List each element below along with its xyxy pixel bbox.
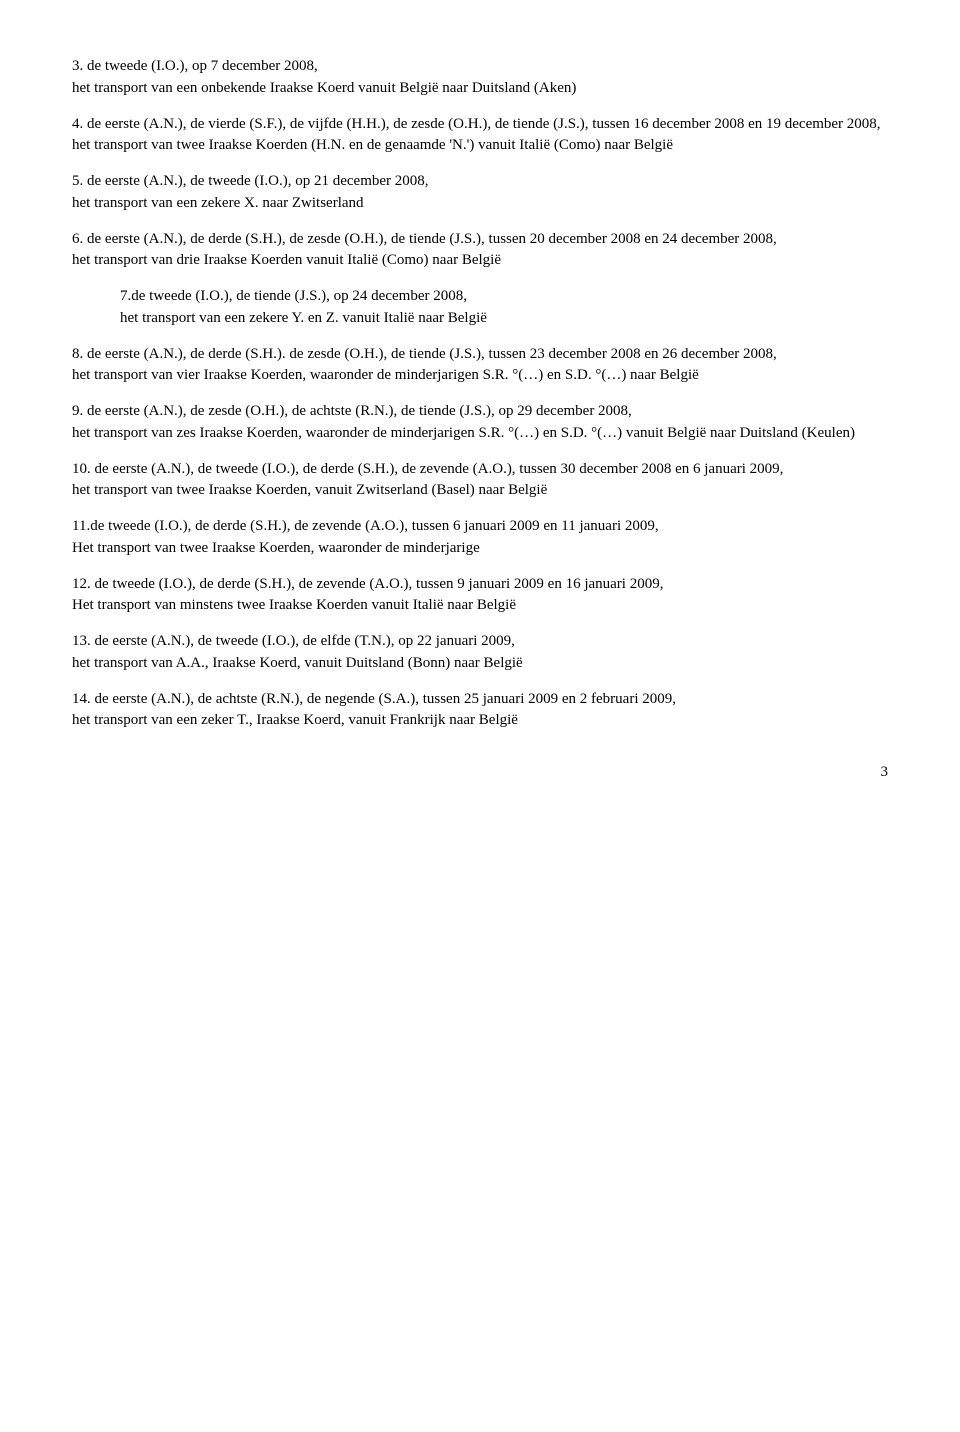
paragraph: 9. de eerste (A.N.), de zesde (O.H.), de… [72, 401, 888, 445]
paragraph: 12. de tweede (I.O.), de derde (S.H.), d… [72, 574, 888, 618]
paragraph: 10. de eerste (A.N.), de tweede (I.O.), … [72, 459, 888, 503]
page-number: 3 [72, 762, 888, 784]
paragraph: 4. de eerste (A.N.), de vierde (S.F.), d… [72, 114, 888, 158]
paragraph: 13. de eerste (A.N.), de tweede (I.O.), … [72, 631, 888, 675]
paragraph: 5. de eerste (A.N.), de tweede (I.O.), o… [72, 171, 888, 215]
paragraph: 8. de eerste (A.N.), de derde (S.H.). de… [72, 344, 888, 388]
paragraph: 6. de eerste (A.N.), de derde (S.H.), de… [72, 229, 888, 273]
paragraph: 14. de eerste (A.N.), de achtste (R.N.),… [72, 689, 888, 733]
document-body: 3. de tweede (I.O.), op 7 december 2008,… [72, 56, 888, 732]
paragraph: 7.de tweede (I.O.), de tiende (J.S.), op… [72, 286, 888, 330]
paragraph: 3. de tweede (I.O.), op 7 december 2008,… [72, 56, 888, 100]
paragraph: 11.de tweede (I.O.), de derde (S.H.), de… [72, 516, 888, 560]
